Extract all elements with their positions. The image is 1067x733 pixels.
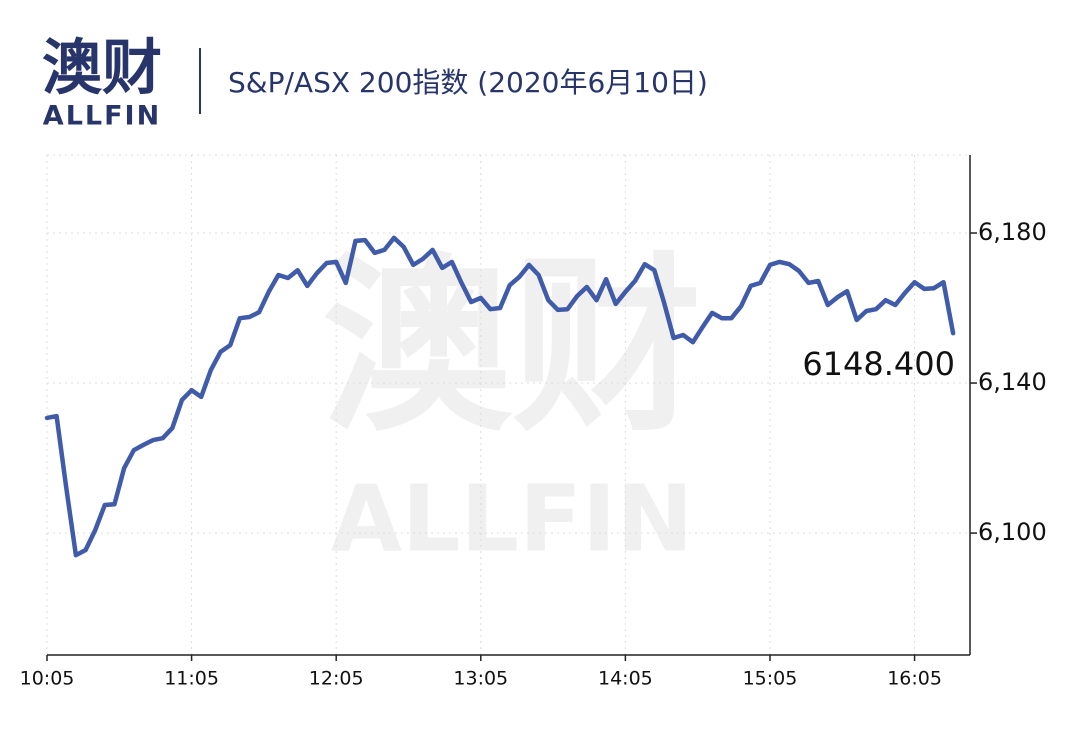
logo-cn: 澳财 <box>42 34 162 104</box>
logo-en: ALLFIN <box>43 101 161 132</box>
x-tick-label: 10:05 <box>20 668 75 690</box>
watermark-cn: 澳财 <box>322 236 702 457</box>
x-tick-label: 13:05 <box>453 668 508 690</box>
x-tick-label: 16:05 <box>887 668 942 690</box>
x-tick-label: 14:05 <box>598 668 653 690</box>
x-tick-label: 12:05 <box>309 668 364 690</box>
x-tick-label: 15:05 <box>743 668 798 690</box>
watermark-en: ALLFIN <box>331 465 694 572</box>
y-tick-label: 6,100 <box>978 518 1047 546</box>
annotation: 6148.400 <box>802 345 955 383</box>
y-tick-label: 6,180 <box>978 218 1047 246</box>
y-tick-label: 6,140 <box>978 368 1047 396</box>
line-series <box>44 235 956 558</box>
x-tick-label: 11:05 <box>164 668 219 690</box>
watermark: 澳财 ALLFIN <box>322 236 702 572</box>
chart-title: S&P/ASX 200指数 (2020年6月10日) <box>228 66 708 99</box>
